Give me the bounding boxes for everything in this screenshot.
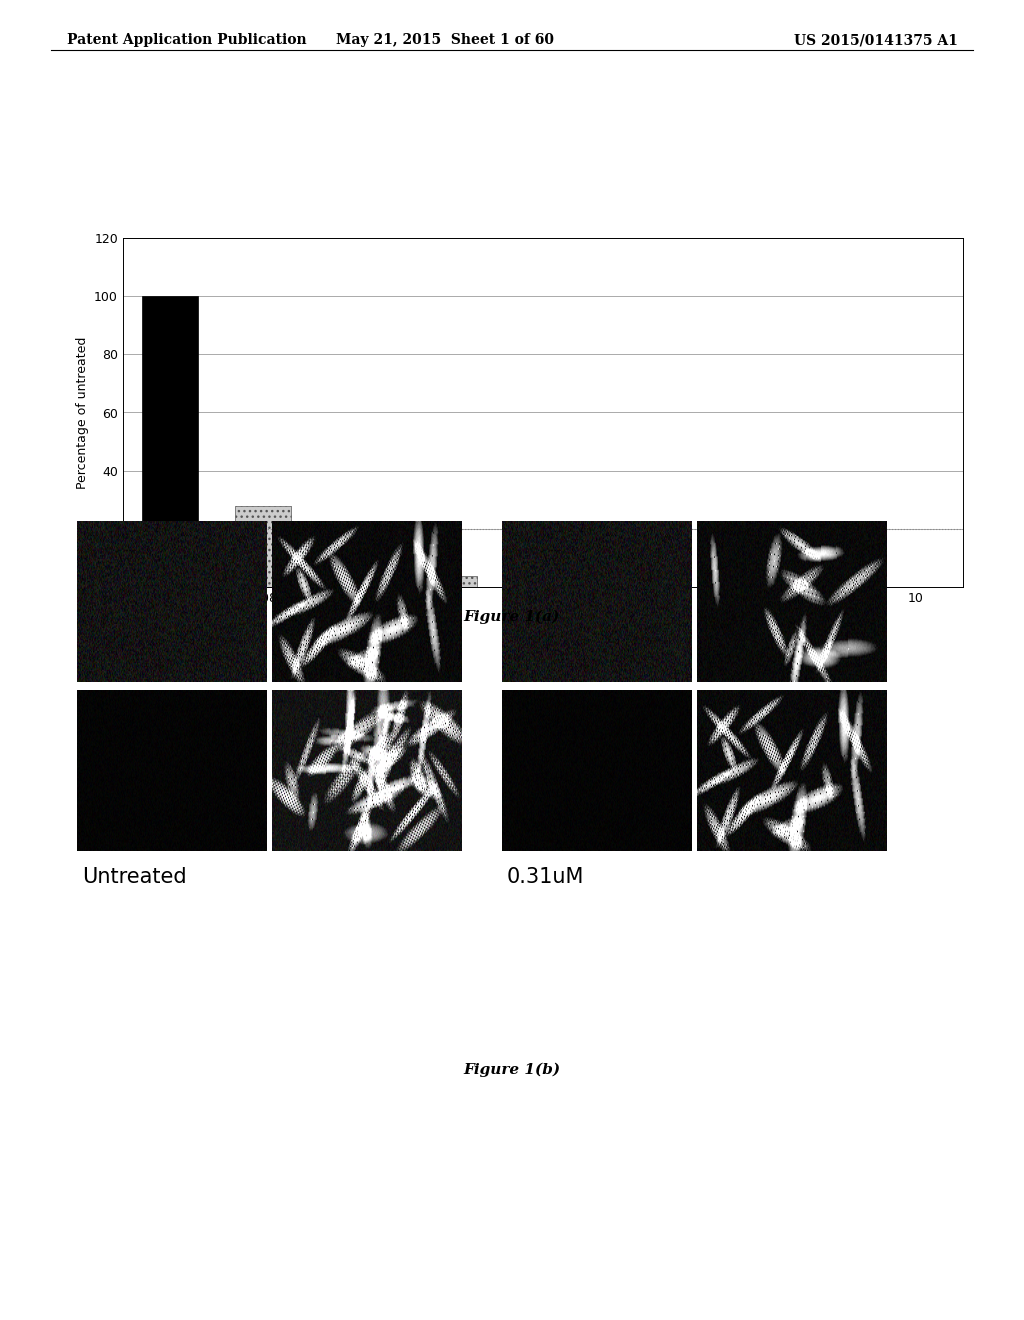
Bar <box>234 506 291 587</box>
Bar <box>422 576 477 587</box>
Text: Patent Application Publication: Patent Application Publication <box>67 33 306 48</box>
Text: May 21, 2015  Sheet 1 of 60: May 21, 2015 Sheet 1 of 60 <box>337 33 554 48</box>
Text: 0.31uM: 0.31uM <box>507 867 585 887</box>
Text: US 2015/0141375 A1: US 2015/0141375 A1 <box>794 33 957 48</box>
Bar <box>515 585 570 587</box>
X-axis label: uM: uM <box>530 610 555 623</box>
Bar <box>141 296 198 587</box>
Text: Untreated: Untreated <box>82 867 186 887</box>
Y-axis label: Percentage of untreated: Percentage of untreated <box>76 337 89 488</box>
Bar <box>328 570 384 587</box>
Text: Figure 1(b): Figure 1(b) <box>464 1063 560 1077</box>
Text: Figure 1(a): Figure 1(a) <box>464 610 560 624</box>
